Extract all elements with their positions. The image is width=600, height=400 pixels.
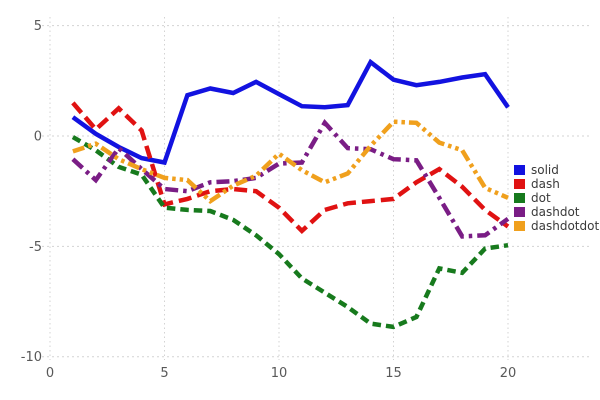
legend-label-dashdotdot: dashdotdot <box>531 219 600 233</box>
legend-item-solid: solid <box>514 163 599 177</box>
legend-label-dot: dot <box>531 191 551 205</box>
legend: solid dash dot dashdot dashdotdot <box>514 163 599 233</box>
y-tick-label: -5 <box>29 240 42 255</box>
series-line-dot <box>71 135 509 330</box>
legend-swatch-dash <box>514 179 525 189</box>
x-tick-label: 10 <box>271 366 288 381</box>
y-tick-label: -10 <box>21 350 42 365</box>
x-tick-label: 5 <box>160 366 168 381</box>
x-tick-label: 20 <box>500 366 517 381</box>
legend-label-dash: dash <box>531 177 560 191</box>
legend-item-dot: dot <box>514 191 599 205</box>
x-tick-label: 0 <box>46 366 54 381</box>
legend-swatch-dashdot <box>514 207 525 217</box>
series-line-dash <box>71 101 510 235</box>
legend-item-dashdotdot: dashdotdot <box>514 219 599 233</box>
legend-item-dash: dash <box>514 177 599 191</box>
series-line-solid <box>71 58 510 166</box>
legend-swatch-dot <box>514 193 525 203</box>
legend-swatch-solid <box>514 165 525 175</box>
legend-label-dashdot: dashdot <box>531 205 580 219</box>
y-tick-label: 5 <box>34 19 42 34</box>
legend-item-dashdot: dashdot <box>514 205 599 219</box>
legend-label-solid: solid <box>531 163 559 177</box>
y-tick-label: 0 <box>34 130 42 145</box>
series-line-dashdot <box>71 118 510 239</box>
series-line-dashdotdot <box>72 119 509 204</box>
x-tick-label: 15 <box>385 366 402 381</box>
legend-swatch-dashdotdot <box>514 221 525 231</box>
